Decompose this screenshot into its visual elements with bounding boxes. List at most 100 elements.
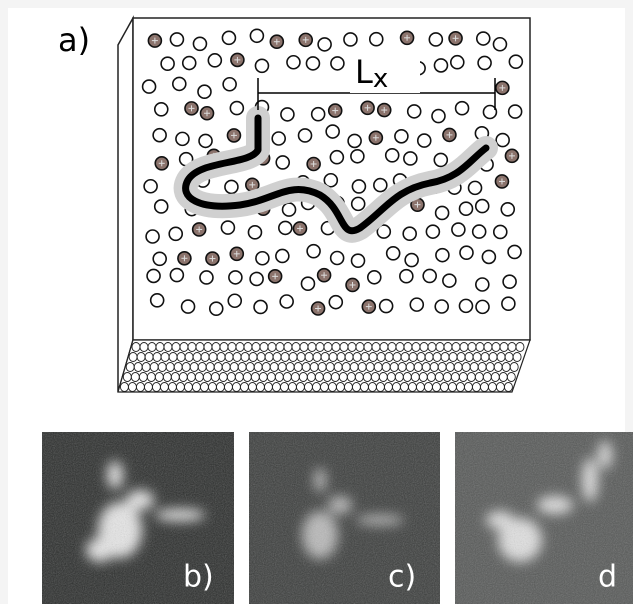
particle (436, 206, 449, 219)
particle-body (496, 134, 509, 147)
particle (144, 180, 157, 193)
ion-particle (369, 131, 382, 144)
particle (276, 249, 289, 262)
particle-body (368, 271, 381, 284)
particle-body (469, 181, 482, 194)
lipid-head (369, 353, 377, 362)
lipid-head (400, 383, 408, 392)
ion-particle (155, 157, 168, 170)
lipid-head (352, 383, 360, 392)
particle-body (493, 38, 506, 51)
lipid-head (416, 383, 424, 392)
particle (429, 33, 442, 46)
lipid-head (324, 343, 332, 352)
particle (434, 59, 447, 72)
particle-body (329, 296, 342, 309)
lipid-head (254, 363, 262, 372)
lipid-head (472, 383, 480, 392)
particle (509, 55, 522, 68)
particle-body (482, 250, 495, 263)
particle-body (473, 225, 486, 238)
lipid-head (372, 343, 380, 352)
lipid-head (513, 353, 521, 362)
particle-body (169, 227, 182, 240)
lipid-head (200, 383, 208, 392)
particle-body (460, 202, 473, 215)
lipid-head (195, 373, 203, 382)
lipid-head (280, 383, 288, 392)
particle-body (405, 254, 418, 267)
lipid-head (275, 373, 283, 382)
lipid-head (419, 373, 427, 382)
lipid-head (388, 343, 396, 352)
particle (280, 295, 293, 308)
particle-body (436, 249, 449, 262)
particle-body (318, 38, 331, 51)
lipid-head (347, 373, 355, 382)
lipid-head (174, 363, 182, 372)
particle-body (307, 245, 320, 258)
particle-body (250, 29, 263, 42)
particle-body (351, 150, 364, 163)
lipid-head (193, 353, 201, 362)
lipid-head (384, 383, 392, 392)
particle-body (200, 271, 213, 284)
lipid-head (342, 363, 350, 372)
particle (509, 105, 522, 118)
lipid-head (465, 353, 473, 362)
particle-body (502, 297, 515, 310)
lipid-head (424, 383, 432, 392)
lipid-head (358, 363, 366, 372)
particle (208, 54, 221, 67)
lipid-head (459, 373, 467, 382)
lipid-head (292, 343, 300, 352)
lipid-head (494, 363, 502, 372)
lipid-head (486, 363, 494, 372)
lipid-head (294, 363, 302, 372)
lipid-head (379, 373, 387, 382)
particle (473, 225, 486, 238)
ion-particle (201, 107, 214, 120)
particle (469, 181, 482, 194)
lipid-head (433, 353, 441, 362)
particle (225, 180, 238, 193)
particle-body (370, 33, 383, 46)
lipid-head (249, 353, 257, 362)
particle-body (478, 56, 491, 69)
lipid-head (355, 373, 363, 382)
lipid-head (185, 353, 193, 362)
lipid-head (252, 343, 260, 352)
lipid-head (160, 383, 168, 392)
lipid-head (332, 343, 340, 352)
particle (223, 78, 236, 91)
particle-body (153, 129, 166, 142)
particle-body (182, 300, 195, 313)
particle-body (170, 33, 183, 46)
lipid-head (387, 373, 395, 382)
lipid-head (172, 343, 180, 352)
ion-particle (230, 247, 243, 260)
particle (183, 57, 196, 70)
particle (452, 223, 465, 236)
particle-body (229, 271, 242, 284)
particle-body (380, 300, 393, 313)
particle (193, 37, 206, 50)
lipid-head (374, 363, 382, 372)
panel-label: a) (58, 21, 90, 59)
lipid-head (470, 363, 478, 372)
particle (299, 129, 312, 142)
lipid-head (145, 353, 153, 362)
lipid-head (467, 373, 475, 382)
lipid-head (435, 373, 443, 382)
particle (221, 221, 234, 234)
lipid-head (150, 363, 158, 372)
lipid-head (412, 343, 420, 352)
lipid-head (300, 343, 308, 352)
lipid-head (398, 363, 406, 372)
lipid-head (123, 373, 131, 382)
lipid-head (446, 363, 454, 372)
particle (344, 33, 357, 46)
lipid-head (228, 343, 236, 352)
particle-body (210, 302, 223, 315)
particle (410, 298, 423, 311)
